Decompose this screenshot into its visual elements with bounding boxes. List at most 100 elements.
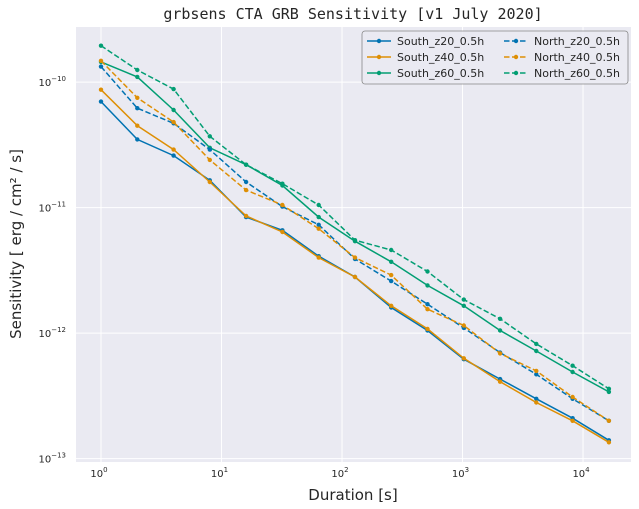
data-point [316,226,321,231]
x-tick-label: 103 [452,466,469,480]
data-point [207,134,212,139]
data-point [461,297,466,302]
data-point [534,368,539,374]
data-point [98,87,104,92]
x-tick-label: 100 [90,466,107,480]
data-point [352,255,358,260]
data-point [171,147,176,152]
legend-item: South_z40_0.5h [367,51,484,64]
y-axis-label: Sensitivity [ erg / cm² / s] [7,149,25,339]
series-north-z40-0-5h [98,58,612,423]
data-point [280,181,285,186]
data-point [461,303,466,308]
data-point [316,214,321,220]
data-point [497,351,503,356]
data-point [171,153,176,158]
data-point [606,389,612,395]
data-point [135,123,140,128]
data-point [389,259,394,264]
data-point [497,379,503,384]
legend-marker [513,38,519,44]
data-point [389,303,394,308]
data-point [207,157,212,163]
data-point [135,74,140,80]
legend-label: South_z60_0.5h [397,67,484,80]
data-point [243,213,249,219]
legend-item: South_z60_0.5h [367,67,484,80]
x-axis-label: Duration [s] [308,486,397,504]
data-point [171,107,176,113]
data-point [98,64,104,69]
data-point [425,307,430,312]
data-point [497,328,503,333]
data-point [280,229,285,235]
data-point [207,147,212,152]
series-north-z60-0-5h [98,43,612,391]
y-tick-label: 10−12 [38,326,66,340]
data-point [534,348,539,354]
data-point [606,386,612,391]
legend-marker [513,54,519,60]
data-point [389,247,394,253]
legend-label: South_z40_0.5h [397,51,484,64]
data-point [316,255,321,260]
y-axis-ticks: 10−13 10−12 10−11 10−10 [38,75,66,465]
y-tick-label: 10−10 [38,75,66,89]
data-point [389,278,394,284]
x-tick-label: 104 [572,466,590,480]
legend-item: North_z60_0.5h [504,67,620,80]
legend-box [361,30,629,85]
data-point [425,283,430,288]
data-point [425,269,430,274]
data-point [243,187,249,193]
legend-marker [513,70,519,76]
legend-label: North_z40_0.5h [534,51,620,64]
data-point [207,179,212,185]
legend-label: North_z20_0.5h [534,35,620,48]
legend-marker [376,70,382,76]
y-tick-label: 10−13 [38,452,66,466]
data-point [534,396,539,401]
data-point [461,323,466,328]
data-point [570,363,575,368]
data-point [570,394,575,400]
data-point [606,418,612,423]
data-point [98,58,104,63]
data-point [135,67,140,73]
legend-item: North_z40_0.5h [504,51,620,64]
series-south-z40-0-5h [98,87,612,445]
data-point [135,95,140,101]
data-point [352,238,358,243]
legend: South_z20_0.5h South_z40_0.5h South_z60_0.… [361,30,629,85]
data-point [534,372,539,377]
plot-area [76,27,631,462]
data-point [316,202,321,208]
data-point [243,162,249,167]
series-layer [98,43,612,445]
data-point [497,316,503,321]
legend-item: North_z20_0.5h [504,35,620,48]
data-point [135,137,140,142]
data-point [98,99,104,104]
legend-label: South_z20_0.5h [397,35,484,48]
data-point [534,400,539,405]
legend-marker [376,38,382,44]
data-point [171,119,176,125]
legend-label: North_z60_0.5h [534,67,620,80]
data-point [98,43,104,48]
data-point [425,326,430,332]
data-point [425,302,430,307]
data-point [570,369,575,375]
data-point [171,86,176,92]
x-tick-label: 102 [331,466,348,480]
data-point [389,272,394,278]
x-tick-label: 101 [211,466,228,480]
chart-title: grbsens CTA GRB Sensitivity [v1 July 202… [163,5,542,23]
data-point [461,356,466,361]
x-axis-ticks: 100 101 102 103 104 [90,466,590,480]
data-point [534,341,539,347]
y-tick-label: 10−11 [38,201,66,215]
data-point [606,440,612,445]
legend-item: South_z20_0.5h [367,35,484,48]
